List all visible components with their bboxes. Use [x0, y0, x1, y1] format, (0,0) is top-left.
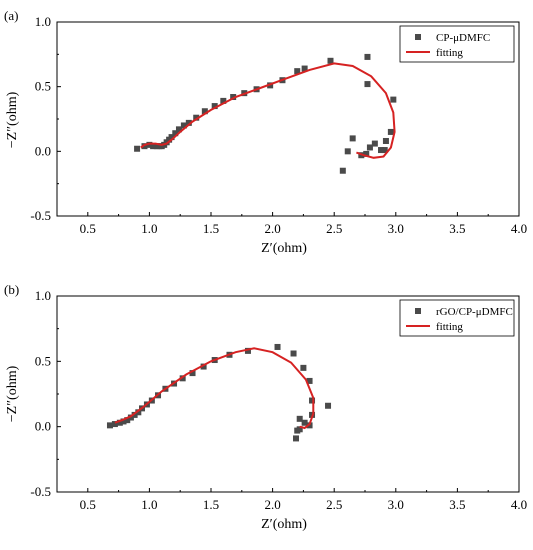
data-point [189, 370, 196, 377]
data-point [349, 135, 356, 142]
data-point [301, 419, 308, 426]
data-point [301, 65, 308, 72]
data-point [134, 145, 141, 152]
data-point [296, 415, 303, 422]
y-tick-label: 0.5 [35, 79, 51, 94]
data-point [127, 414, 134, 421]
panel-label: (a) [4, 8, 18, 23]
x-tick-label: 2.5 [326, 497, 342, 512]
x-tick-label: 1.5 [203, 221, 219, 236]
data-point [179, 375, 186, 382]
data-point [296, 426, 303, 433]
x-tick-label: 3.0 [388, 221, 404, 236]
x-tick-label: 4.0 [511, 221, 527, 236]
data-point [201, 108, 208, 115]
data-point [193, 114, 200, 121]
data-point [150, 143, 157, 150]
data-point [300, 364, 307, 371]
chart-panel-a: (a) 0.5 1.0 1.5 2.0 2.5 3.0 3.5 4.0 -0.5 0.0 0.5 1.0… [4, 8, 527, 256]
panel-label: (b) [4, 282, 19, 297]
fitting-curve [140, 62, 396, 159]
data-point [111, 421, 118, 428]
data-point [220, 97, 227, 104]
data-point [339, 167, 346, 174]
data-point [364, 53, 371, 60]
x-axis-title: Z′(ohm) [261, 517, 307, 532]
legend-marker-swatch [415, 308, 421, 314]
data-point [141, 143, 148, 150]
data-point [124, 417, 131, 424]
y-tick-label: 0.0 [35, 419, 51, 434]
fitting-curve [114, 347, 315, 430]
x-tick-label: 1.5 [203, 497, 219, 512]
data-point [309, 397, 316, 404]
data-point [230, 94, 237, 101]
data-point [120, 418, 127, 425]
y-axis-title: −Z″(ohm) [5, 365, 20, 422]
data-point [382, 137, 389, 144]
legend-label: CP-μDMFC [436, 32, 490, 44]
x-tick-label: 3.5 [449, 497, 465, 512]
data-point [344, 148, 351, 155]
legend: rGO/CP-μDMFC fitting [399, 299, 515, 337]
x-tick-label: 4.0 [511, 497, 527, 512]
x-tick-label: 3.0 [388, 497, 404, 512]
data-point [211, 103, 218, 110]
data-point [168, 134, 175, 141]
data-point [185, 119, 192, 126]
data-point [306, 377, 313, 384]
y-tick-label: 0.5 [35, 353, 51, 368]
x-tick-label: 2.5 [326, 221, 342, 236]
chart-panel-b: (b) 0.5 1.0 1.5 2.0 2.5 3.0 3.5 4.0 -0.5 0.0 0.5 1.0… [4, 282, 527, 532]
y-tick-label: 1.0 [35, 14, 51, 29]
data-point [180, 122, 187, 129]
data-point [116, 419, 123, 426]
data-point [290, 350, 297, 357]
legend-label: fitting [436, 321, 463, 333]
data-point [390, 96, 397, 103]
y-axis-title: −Z″(ohm) [5, 91, 20, 148]
data-point [200, 363, 207, 370]
data-point [172, 130, 179, 137]
data-point [378, 147, 385, 154]
data-point [387, 128, 394, 135]
x-tick-label: 0.5 [80, 221, 96, 236]
data-point [363, 150, 370, 157]
legend-box [399, 25, 515, 63]
legend-box [399, 299, 515, 337]
data-point [146, 141, 153, 148]
legend-label: fitting [436, 47, 463, 59]
data-point [106, 422, 113, 429]
data-point [325, 402, 332, 409]
data-point [135, 409, 142, 416]
data-point [327, 57, 334, 64]
legend-label: rGO/CP-μDMFC [436, 306, 513, 318]
x-axis-title: Z′(ohm) [261, 241, 307, 256]
legend-marker-swatch [415, 34, 421, 40]
legend: CP-μDMFC fitting [399, 25, 515, 63]
data-point [364, 81, 371, 88]
data-point [366, 144, 373, 151]
y-tick-label: -0.5 [30, 484, 51, 499]
data-point [293, 435, 300, 442]
data-point [244, 347, 251, 354]
x-tick-label: 2.0 [264, 497, 280, 512]
x-tick-label: 2.0 [264, 221, 280, 236]
y-tick-label: -0.5 [30, 208, 51, 223]
x-tick-label: 1.0 [141, 497, 157, 512]
y-tick-label: 1.0 [35, 288, 51, 303]
data-point [175, 126, 182, 133]
data-point [131, 411, 138, 418]
data-point [381, 147, 388, 154]
x-tick-label: 1.0 [141, 221, 157, 236]
data-point [371, 140, 378, 147]
y-tick-label: 0.0 [35, 143, 51, 158]
x-tick-label: 3.5 [449, 221, 465, 236]
data-point [274, 343, 281, 350]
x-tick-label: 0.5 [80, 497, 96, 512]
data-point [294, 68, 301, 75]
